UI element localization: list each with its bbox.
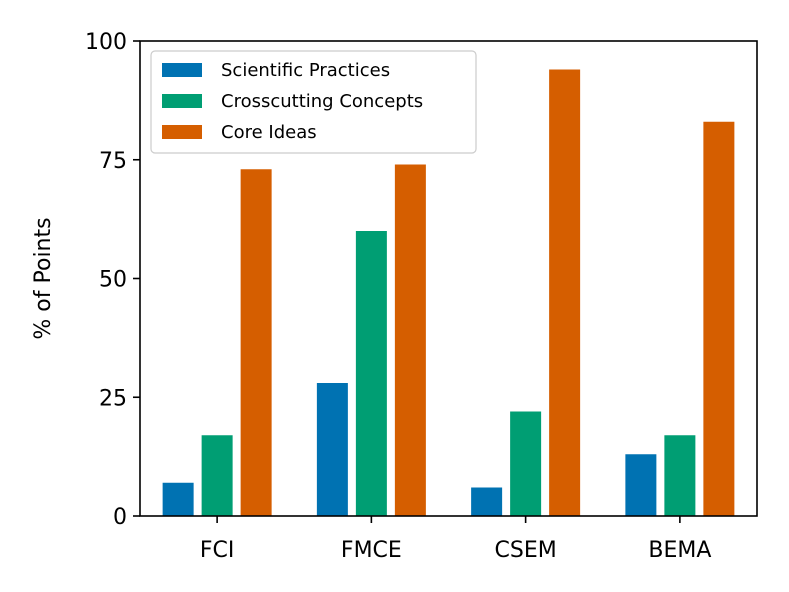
legend-label-scientific-practices: Scientific Practices — [221, 60, 390, 81]
legend-swatch-crosscutting-concepts — [162, 94, 202, 108]
bar-bema-scientific-practices — [625, 454, 657, 516]
x-tick-label-fmce: FMCE — [341, 538, 402, 563]
y-tick-label: 75 — [99, 149, 127, 174]
legend: Scientific Practices Crosscutting Concept… — [150, 50, 477, 154]
y-tick-label: 100 — [85, 30, 127, 55]
bar-csem-core-ideas — [549, 69, 581, 516]
legend-label-crosscutting-concepts: Crosscutting Concepts — [221, 91, 423, 112]
legend-box — [150, 50, 477, 154]
bar-fci-core-ideas — [240, 169, 272, 516]
bar-csem-crosscutting-concepts — [510, 411, 542, 516]
bar-bema-crosscutting-concepts — [664, 435, 696, 516]
y-axis-title: % of Points — [31, 217, 56, 339]
y-tick-label: 50 — [99, 268, 127, 293]
bar-fci-scientific-practices — [162, 482, 194, 516]
legend-label-core-ideas: Core Ideas — [221, 122, 317, 143]
x-axis: FCI FMCE CSEM BEMA — [200, 516, 711, 563]
bar-fmce-crosscutting-concepts — [355, 231, 387, 516]
bar-fmce-core-ideas — [394, 164, 426, 516]
bar-fmce-scientific-practices — [316, 383, 348, 516]
y-tick-label: 0 — [113, 505, 127, 530]
y-tick-label: 25 — [99, 386, 127, 411]
bars-group — [162, 69, 735, 516]
x-tick-label-bema: BEMA — [648, 538, 711, 563]
y-axis: 0 25 50 75 100 — [85, 30, 140, 530]
bar-csem-scientific-practices — [471, 487, 503, 516]
legend-swatch-core-ideas — [162, 125, 202, 139]
bar-fci-crosscutting-concepts — [201, 435, 233, 516]
legend-swatch-scientific-practices — [162, 63, 202, 77]
bar-bema-core-ideas — [703, 121, 735, 516]
x-tick-label-csem: CSEM — [495, 538, 557, 563]
x-tick-label-fci: FCI — [200, 538, 235, 563]
